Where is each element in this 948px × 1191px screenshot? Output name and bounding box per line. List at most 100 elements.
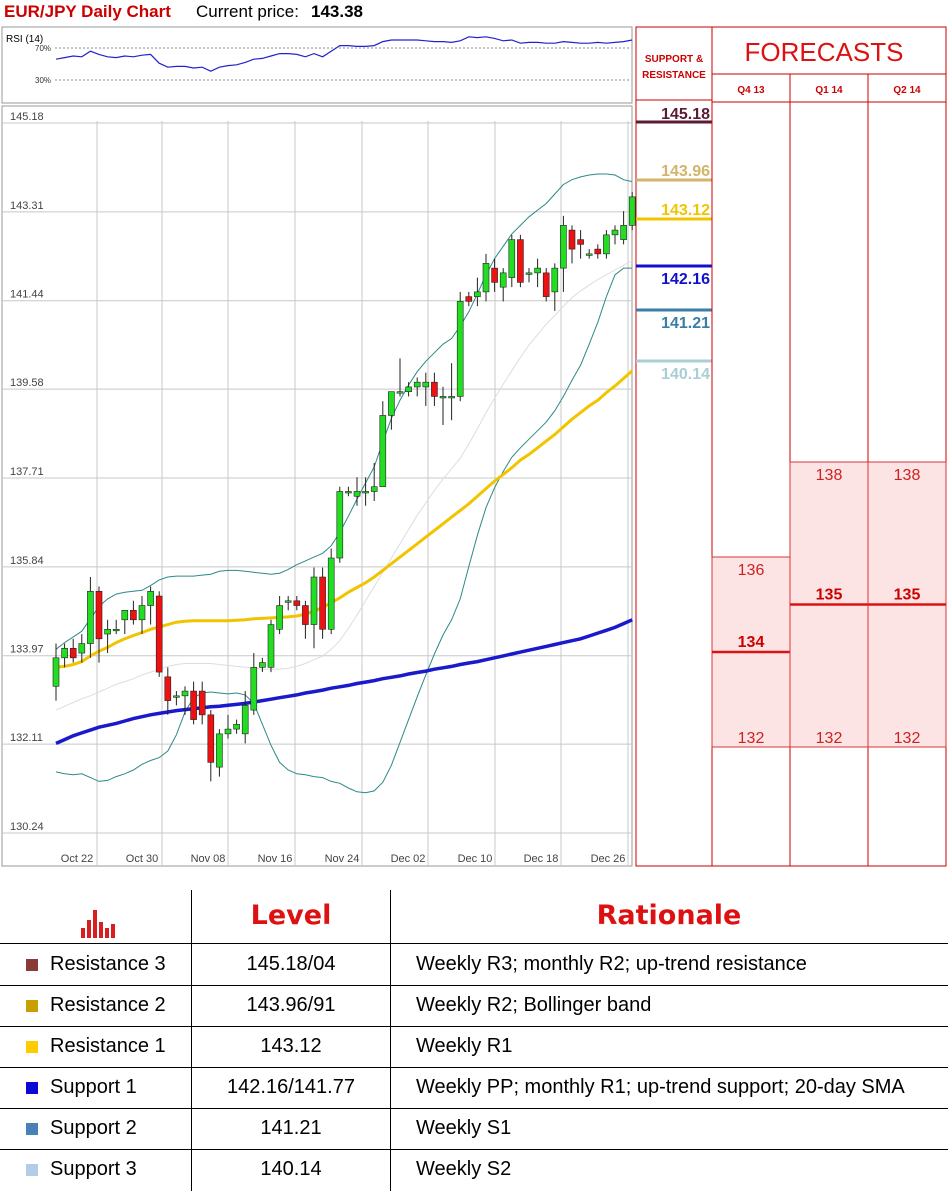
table-row: Resistance 2 143.96/91 Weekly R2; Bollin… (0, 985, 948, 1026)
x-tick-label: Nov 24 (325, 853, 360, 865)
table-row: Support 3 140.14 Weekly S2 (0, 1149, 948, 1190)
grid (2, 121, 632, 866)
row-color-swatch (26, 1164, 38, 1176)
candle-body (155, 595, 163, 673)
row-name: Resistance 1 (50, 1035, 166, 1057)
rsi-panel: RSI (14) 70% 30% (1, 26, 633, 104)
candle-body (345, 491, 352, 494)
table-divider (0, 985, 948, 986)
candle-body (276, 605, 283, 630)
row-rationale: Weekly R1 (416, 1035, 513, 1057)
forecast-col-label: Q2 14 (893, 85, 921, 96)
y-tick-label: 141.44 (10, 289, 44, 301)
candle-body (542, 272, 550, 297)
candle-body (61, 648, 68, 659)
forecast-mid-value: 135 (894, 587, 921, 604)
sr-level-value: 142.16 (661, 271, 710, 288)
table-divider (0, 1067, 948, 1068)
table-col-divider-2 (390, 890, 391, 1191)
sr-label-line1: SUPPORT & (645, 54, 703, 65)
current-price-value: 143.38 (311, 2, 363, 21)
candle-body (491, 267, 498, 283)
sr-level-value: 145.18 (661, 106, 710, 123)
candle-body (78, 643, 86, 654)
candle-body (95, 590, 103, 640)
candle-body (147, 590, 154, 606)
candle-body (585, 253, 593, 256)
forecast-col-label: Q4 13 (737, 85, 765, 96)
current-price-label: Current price: (196, 2, 299, 21)
y-tick-label: 145.18 (10, 111, 44, 123)
candle-body (52, 657, 60, 687)
table-col-divider-1 (191, 890, 192, 1191)
x-tick-label: Oct 30 (126, 853, 158, 865)
candle-body (448, 396, 455, 399)
sr-level-value: 143.96 (661, 163, 710, 180)
candle-body (422, 381, 430, 388)
row-name: Support 2 (50, 1117, 137, 1139)
forecast-col-label: Q1 14 (815, 85, 843, 96)
sr-level-value: 141.21 (661, 315, 710, 332)
candle-body (310, 576, 318, 625)
x-tick-label: Nov 08 (191, 853, 226, 865)
row-level: 140.14 (260, 1158, 322, 1180)
candle-body (370, 486, 378, 492)
candle-body (190, 690, 197, 720)
table-row: Support 2 141.21 Weekly S1 (0, 1108, 948, 1149)
candle-body (130, 609, 137, 621)
candle-body (628, 196, 636, 226)
forecast-high-value: 138 (816, 467, 843, 484)
header-rationale: Rationale (596, 900, 742, 931)
candle-body (353, 491, 361, 497)
bollinger-lower-line (55, 267, 633, 794)
candles (52, 192, 636, 782)
rsi-70-label: 70% (35, 44, 51, 53)
candle-body (456, 301, 464, 397)
x-tick-label: Nov 16 (258, 853, 293, 865)
candle-body (465, 296, 473, 302)
candle-body (620, 225, 627, 240)
bollinger-upper-line (55, 173, 633, 650)
candle-body (259, 662, 266, 668)
candle-body (267, 624, 275, 668)
candle-body (302, 605, 309, 625)
candle-body (250, 667, 258, 711)
x-axis-ticks: Oct 22 Oct 30 Nov 08 Nov 16 Nov 24 Dec 02 Dec … (61, 853, 626, 865)
forecast-low-value: 132 (816, 730, 843, 747)
row-level: 143.96/91 (246, 994, 336, 1016)
row-name: Support 1 (50, 1076, 137, 1098)
candle-body (173, 695, 180, 698)
table-divider (0, 1108, 948, 1109)
candle-body (482, 263, 490, 293)
row-level: 141.21 (260, 1117, 322, 1139)
y-tick-label: 139.58 (10, 377, 44, 389)
y-tick-label: 132.11 (10, 732, 43, 744)
rsi-line (55, 36, 633, 72)
candle-body (207, 714, 215, 763)
candle-body (534, 267, 541, 274)
candle-body (603, 234, 610, 255)
chart-title: EUR/JPY Daily Chart (4, 2, 171, 21)
table-row: Resistance 1 143.12 Weekly R1 (0, 1026, 948, 1067)
row-rationale: Weekly S1 (416, 1117, 512, 1139)
sr-level-value: 143.12 (661, 202, 710, 219)
candle-body (327, 557, 335, 630)
candle-body (336, 491, 344, 559)
row-level: 142.16/141.77 (227, 1076, 355, 1098)
y-tick-label: 135.84 (10, 555, 44, 567)
support-resistance-panel: SUPPORT & RESISTANCE 145.18143.96143.121… (635, 26, 713, 867)
sr-level-value: 140.14 (661, 366, 710, 383)
candle-body (577, 239, 584, 245)
y-tick-label: 130.24 (10, 821, 44, 833)
candle-body (551, 267, 559, 293)
candle-body (474, 291, 481, 297)
bollinger-middle-line (55, 260, 633, 711)
bar-chart-icon (80, 902, 116, 938)
sr-levels: 145.18 143.96 143.12 142.16 141.21 140.14 (636, 106, 712, 383)
x-tick-label: Oct 22 (61, 853, 93, 865)
candle-body (439, 396, 447, 399)
candle-body (138, 605, 146, 621)
table-divider (0, 1149, 948, 1150)
x-tick-label: Dec 18 (524, 853, 559, 865)
row-name: Support 3 (50, 1158, 137, 1180)
